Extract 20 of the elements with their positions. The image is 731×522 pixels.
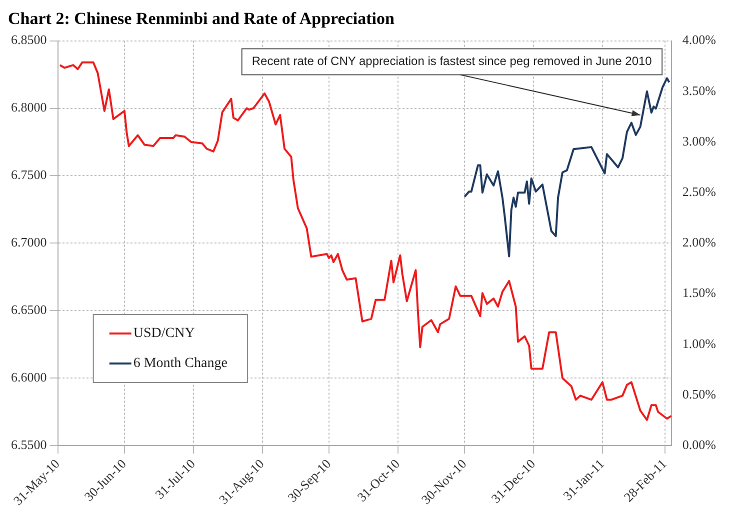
y2-tick-label: 1.50% [682,285,716,300]
y2-tick-label: 3.50% [682,82,716,98]
y2-tick-label: 2.00% [682,234,716,250]
y-tick-label: 6.6500 [11,302,47,318]
legend-label: 6 Month Change [133,356,228,372]
annotation: Recent rate of CNY appreciation is fastest since peg removed in June 2010 [252,54,652,68]
y2-tick-label: 1.00% [682,336,716,351]
chart-title: Chart 2: Chinese Renminbi and Rate of Appreciation [8,8,396,30]
y-tick-label: 6.8000 [11,100,47,115]
y-tick-label: 6.7000 [11,234,47,250]
y-tick-label: 6.6000 [11,370,47,385]
y2-tick-label: 2.50% [682,184,716,200]
y-tick-label: 6.5500 [11,437,47,452]
y2-tick-label: 4.00% [682,32,716,48]
y2-tick-label: 0.00% [682,437,716,452]
y-tick-label: 6.7500 [11,167,47,182]
legend-label: USD/CNY [133,326,195,342]
y2-tick-label: 3.00% [682,133,716,148]
y-tick-label: 6.8500 [11,32,47,48]
y2-tick-label: 0.50% [682,386,716,402]
